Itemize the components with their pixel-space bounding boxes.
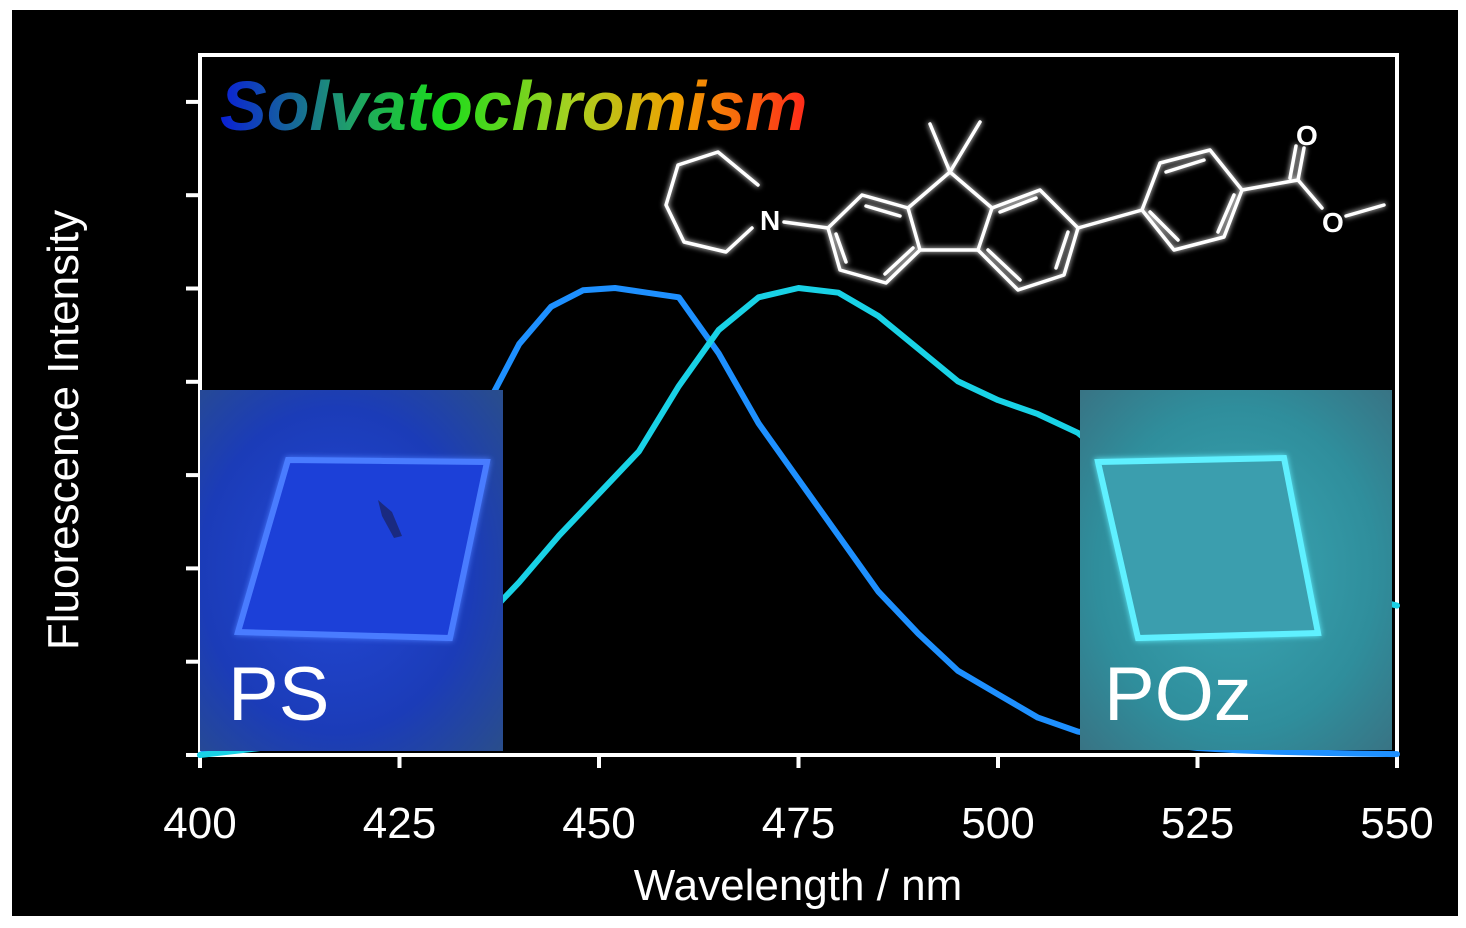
poz-film-square: [1094, 454, 1322, 642]
chart-title: Solvatochromism: [220, 67, 807, 145]
molecular-structure: [664, 120, 1386, 292]
azepane-ring: [664, 150, 760, 254]
y-axis-label: Fluorescence Intensity: [39, 210, 88, 650]
carbonyl-oxygen: O: [1296, 120, 1318, 151]
x-tick-label: 500: [961, 799, 1034, 848]
gem-dimethyl: [928, 120, 982, 174]
ps-film-mark: [378, 500, 402, 538]
x-tick-label: 450: [562, 799, 635, 848]
fluorene-five-ring: [906, 170, 994, 252]
ester-oxygen: O: [1322, 207, 1344, 238]
fluorene-right-ring: [976, 188, 1080, 292]
ps-label: PS: [228, 652, 329, 737]
fluorene-left-inner: [834, 204, 915, 276]
poz-film-photo: POz: [1080, 390, 1392, 750]
n-aryl-bond: [782, 220, 830, 230]
ps-film-square: [234, 456, 491, 642]
x-tick-label: 400: [163, 799, 236, 848]
x-tick-label: 525: [1161, 799, 1234, 848]
ester-group: [1240, 144, 1386, 218]
nitrogen-atom: N: [760, 205, 780, 236]
x-axis: 400 425 450 475 500 525 550: [163, 755, 1434, 848]
y-axis: [186, 99, 200, 757]
fluorene-right-inner: [986, 196, 1070, 282]
x-tick-label: 475: [762, 799, 835, 848]
phenyl-inner: [1148, 158, 1236, 242]
x-tick-label: 550: [1360, 799, 1433, 848]
poz-label: POz: [1104, 652, 1252, 737]
x-tick-label: 425: [363, 799, 436, 848]
biaryl-bond: [1076, 208, 1144, 230]
ps-film-photo: PS: [200, 390, 503, 751]
x-axis-label: Wavelength / nm: [634, 861, 963, 910]
